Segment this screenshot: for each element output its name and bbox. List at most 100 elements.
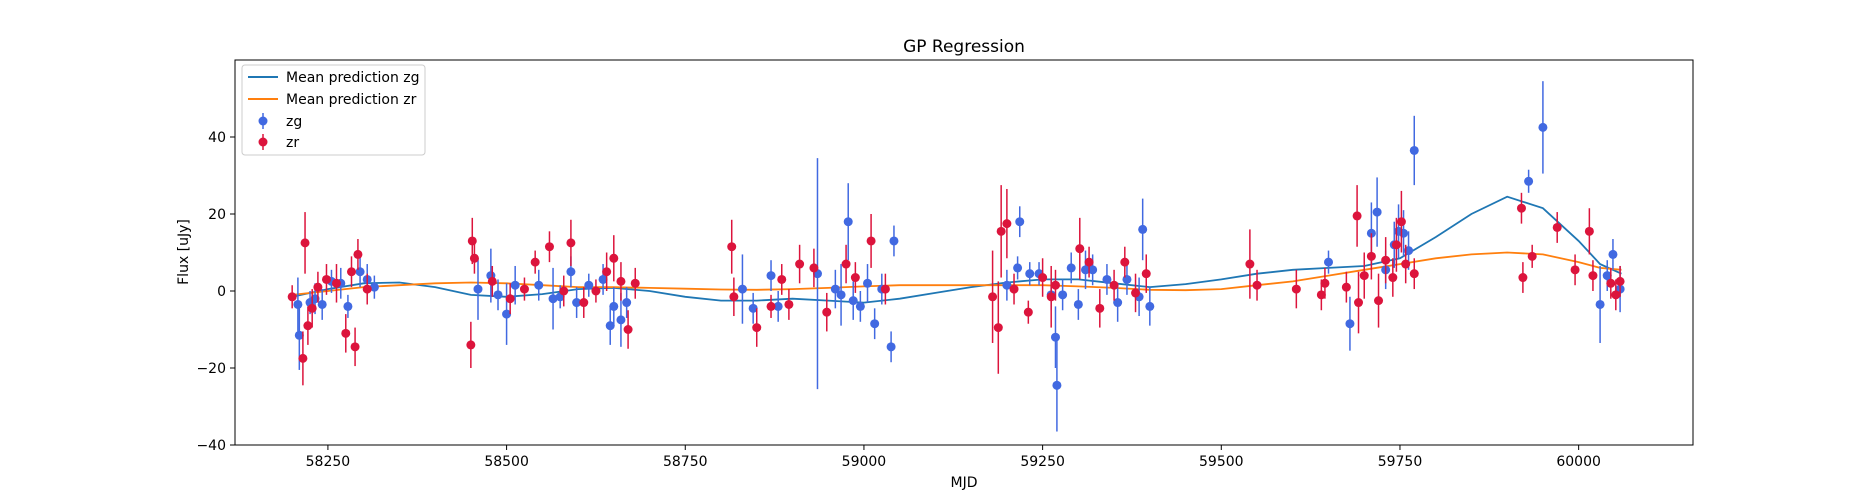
data-point-zg (534, 280, 544, 290)
x-tick-label: 58500 (484, 454, 529, 470)
x-tick-label: 58250 (306, 454, 351, 470)
data-point-zg (886, 342, 896, 352)
data-point-zr (1038, 273, 1048, 283)
data-point-zg (493, 290, 503, 300)
data-point-zg (1538, 122, 1548, 132)
data-point-zg (1002, 280, 1012, 290)
data-point-zr (850, 273, 860, 283)
data-point-zg (1113, 298, 1123, 308)
data-point-zr (1320, 278, 1330, 288)
data-point-zr (1252, 280, 1262, 290)
data-point-zr (530, 257, 540, 267)
data-point-zg (848, 296, 858, 306)
data-point-zr (1409, 269, 1419, 279)
data-point-zr (623, 325, 633, 334)
data-point-zr (609, 253, 619, 263)
data-point-zr (1291, 284, 1301, 294)
data-point-zg (548, 294, 558, 304)
y-tick-label: −40 (196, 438, 226, 454)
data-point-zg (1608, 249, 1618, 259)
data-point-zr (566, 238, 576, 248)
data-point-zg (1399, 228, 1409, 238)
data-point-zr (996, 226, 1006, 236)
x-tick-label: 59250 (1020, 454, 1065, 470)
data-point-zr (822, 307, 832, 317)
data-point-zg (1052, 380, 1062, 390)
data-point-zr (307, 303, 317, 313)
data-point-zr (1359, 271, 1369, 281)
data-point-zr (1527, 251, 1537, 261)
data-point-zg (1138, 224, 1148, 234)
data-point-zr (1388, 273, 1398, 283)
x-axis-label: MJD (951, 475, 978, 491)
data-point-zr (1391, 240, 1401, 250)
data-point-zr (727, 242, 737, 252)
data-point-zr (1245, 259, 1255, 269)
legend: Mean prediction zg Mean prediction zr zg… (241, 64, 426, 156)
data-point-zr (519, 284, 529, 294)
data-point-zg (1025, 269, 1035, 279)
series-zr-points (287, 185, 1625, 386)
data-point-zg (369, 282, 379, 292)
data-point-zg (836, 290, 846, 300)
data-point-zg (830, 284, 840, 294)
data-point-zr (1401, 259, 1411, 269)
data-point-zr (1075, 244, 1085, 254)
data-point-zg (870, 319, 880, 329)
data-point-zg (1372, 207, 1382, 217)
data-point-zg (1015, 217, 1025, 227)
data-point-zr (579, 298, 589, 308)
data-point-zr (784, 299, 794, 309)
data-point-zr (544, 242, 554, 252)
data-point-zg (1066, 263, 1076, 273)
data-point-zg (1050, 332, 1060, 342)
y-axis-label: Flux [uJy] (176, 219, 192, 285)
data-point-zr (988, 292, 998, 302)
data-point-zr (1109, 280, 1119, 290)
data-point-zg (510, 280, 520, 290)
data-point-zg (294, 330, 304, 340)
data-point-zr (1131, 288, 1141, 298)
data-point-zg (737, 284, 747, 294)
data-point-zg (598, 274, 608, 284)
legend-label-points-zr: zr (286, 135, 299, 151)
data-point-zr (1009, 284, 1019, 294)
y-tick-label: 20 (208, 207, 226, 223)
data-point-zg (1324, 257, 1333, 267)
data-point-zr (1606, 278, 1616, 288)
data-point-zr (353, 249, 363, 259)
data-point-zg (1073, 299, 1083, 309)
data-point-zg (766, 271, 776, 281)
data-point-zr (1611, 290, 1621, 300)
data-point-zr (341, 328, 351, 338)
data-point-zr (1023, 307, 1033, 317)
data-point-zr (300, 238, 310, 248)
data-point-zr (1046, 292, 1056, 302)
data-point-zg (1409, 145, 1419, 155)
legend-label-line-zg: Mean prediction zg (286, 70, 420, 86)
data-point-zg (566, 267, 576, 277)
y-tick-label: 0 (217, 284, 226, 300)
data-point-zr (993, 323, 1003, 333)
data-point-zg (343, 301, 353, 311)
data-point-zr (1552, 222, 1562, 232)
data-point-zr (616, 276, 626, 286)
legend-label-line-zr: Mean prediction zr (286, 92, 417, 108)
data-point-zr (1588, 271, 1598, 281)
data-point-zr (505, 294, 515, 304)
data-point-zr (1518, 273, 1528, 283)
data-point-zg (1058, 290, 1068, 300)
data-point-zg (502, 309, 512, 319)
data-point-zg (317, 299, 327, 309)
legend-label-points-zg: zg (286, 114, 302, 130)
data-point-zr (1516, 203, 1526, 213)
data-point-zg (1524, 176, 1534, 186)
data-point-zr (346, 267, 356, 277)
data-point-zr (1120, 257, 1130, 267)
chart-title: GP Regression (903, 37, 1025, 57)
data-point-zr (795, 259, 805, 269)
data-point-zr (313, 282, 323, 292)
x-tick-label: 58750 (663, 454, 708, 470)
data-point-zr (602, 267, 612, 277)
